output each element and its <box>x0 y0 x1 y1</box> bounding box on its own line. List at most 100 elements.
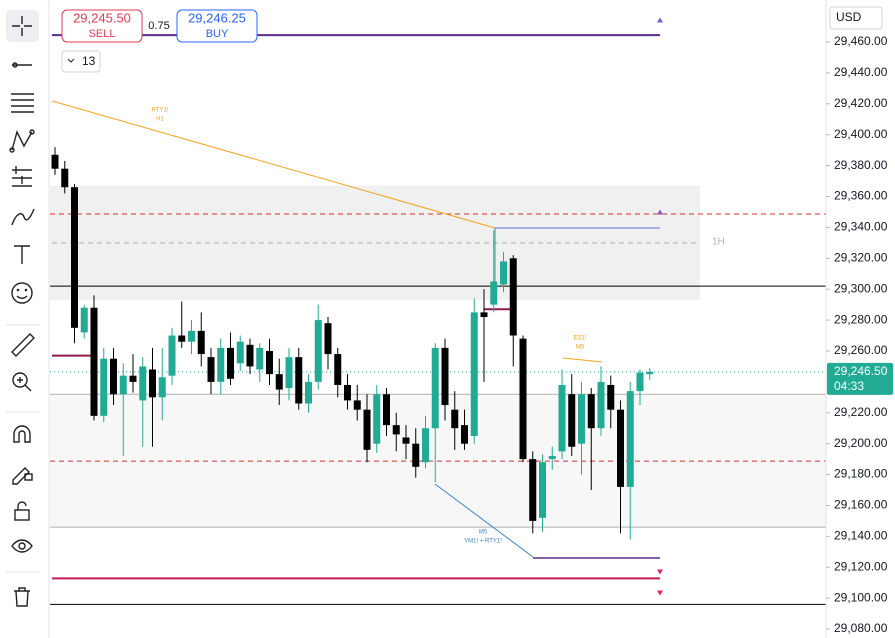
candle-body <box>334 354 342 385</box>
tool-icons[interactable] <box>11 282 33 304</box>
y-tick-label: 29,440.00 <box>834 65 888 79</box>
candle-body <box>461 425 468 444</box>
candle-body <box>519 338 527 460</box>
dropdown-caret <box>67 58 75 63</box>
candle-body <box>431 347 439 429</box>
sell-price: 29,245.50 <box>73 10 131 25</box>
y-tick-label: 29,320.00 <box>834 250 888 264</box>
candle-body <box>80 307 88 333</box>
y-tick-label: 29,160.00 <box>834 498 888 512</box>
candle-body <box>61 168 69 188</box>
candle-body <box>246 344 254 367</box>
y-tick-label: 29,460.00 <box>834 34 888 48</box>
candle-body <box>275 374 283 390</box>
quantity-dropdown[interactable] <box>61 50 101 73</box>
y-tick-label: 29,420.00 <box>834 96 888 110</box>
y-tick-label: 29,140.00 <box>834 529 888 543</box>
candle-body <box>168 335 176 376</box>
y-tick-label: 29,200.00 <box>834 436 888 450</box>
tool-brush[interactable] <box>11 208 35 226</box>
annotation: H1 <box>156 117 164 123</box>
candle-body <box>305 381 312 404</box>
candle-body <box>578 394 585 444</box>
candle-body <box>227 347 234 379</box>
tool-ruler[interactable] <box>11 333 35 357</box>
tool-fib[interactable] <box>11 93 34 113</box>
candle-body <box>324 323 332 355</box>
y-tick-label: 29,080.00 <box>834 621 888 635</box>
tool-pattern[interactable] <box>9 129 35 153</box>
tool-line[interactable] <box>12 62 32 68</box>
y-tick-label: 29,400.00 <box>834 127 888 141</box>
candle-body <box>373 394 381 444</box>
candle-body <box>110 358 117 395</box>
buy-label: BUY <box>206 28 229 40</box>
annotation: 1H <box>712 237 725 248</box>
candle-body <box>509 258 517 336</box>
candle-body <box>344 384 351 401</box>
axis-bg <box>826 0 895 638</box>
tool-crosshair[interactable] <box>12 16 32 36</box>
tool-zoom[interactable] <box>12 372 32 392</box>
trend-line <box>51 100 496 229</box>
candle-body <box>626 391 634 487</box>
candle-body <box>363 409 371 450</box>
tool-lock[interactable] <box>14 501 30 521</box>
candle-body <box>217 347 225 382</box>
y-tick-label: 29,120.00 <box>834 559 888 573</box>
tool-lock-draw[interactable] <box>12 467 33 485</box>
spread: 0.75 <box>148 20 169 32</box>
candle-body <box>597 381 605 429</box>
candle-body <box>587 394 595 429</box>
candle-body <box>539 462 546 518</box>
candle-body <box>617 409 624 487</box>
candle-body <box>295 357 303 404</box>
tool-prediction[interactable] <box>12 166 32 187</box>
candle-body <box>422 428 429 463</box>
y-tick-label: 29,260.00 <box>834 343 888 357</box>
candle-body <box>480 312 488 317</box>
alert-marker <box>657 590 663 596</box>
candle-body <box>119 375 127 395</box>
alert-marker <box>657 209 663 215</box>
y-tick-label: 29,100.00 <box>834 590 888 604</box>
currency-box[interactable] <box>829 6 883 30</box>
candle-body <box>470 312 478 436</box>
y-tick-label: 29,340.00 <box>834 220 888 234</box>
currency: USD <box>836 10 862 24</box>
buy-button[interactable] <box>176 9 258 43</box>
candle-body <box>646 371 654 375</box>
last-price-label: 29,246.50 <box>834 364 888 378</box>
plot-area: RTY1! H1 1H ES1! M5 M5 YM1! + RTY1! <box>50 17 826 605</box>
tool-text[interactable] <box>14 245 30 264</box>
tool-active-bg <box>6 10 39 42</box>
tool-delete[interactable] <box>14 587 30 607</box>
candle-body <box>568 394 576 447</box>
candle-body <box>236 341 244 364</box>
zone <box>50 185 700 300</box>
annotation: RTY1! <box>152 108 169 114</box>
price-axis: USD 29,460.00 29,440.00 29,420.00 29,400.00… <box>825 0 895 638</box>
candle-body <box>71 187 78 328</box>
candle-body <box>441 347 449 406</box>
y-tick-label: 29,300.00 <box>834 281 888 295</box>
candle-body <box>129 375 137 382</box>
candle-body <box>412 443 420 467</box>
candle-body <box>558 384 566 452</box>
candle-body <box>314 320 322 382</box>
y-tick-label: 29,220.00 <box>834 405 888 419</box>
annotation: YM1! + RTY1! <box>464 539 502 545</box>
candle-body <box>529 459 537 521</box>
tool-magnet[interactable] <box>13 425 31 443</box>
alert-marker <box>657 17 663 23</box>
sell-button[interactable] <box>61 9 143 43</box>
tool-visibility[interactable] <box>11 539 33 553</box>
toolbar-bg <box>0 0 48 638</box>
candle-body <box>51 154 59 169</box>
annotation: ES1! <box>573 336 586 342</box>
trend-line <box>434 483 534 558</box>
candle-body <box>188 330 195 342</box>
buy-price: 29,246.25 <box>188 10 246 25</box>
